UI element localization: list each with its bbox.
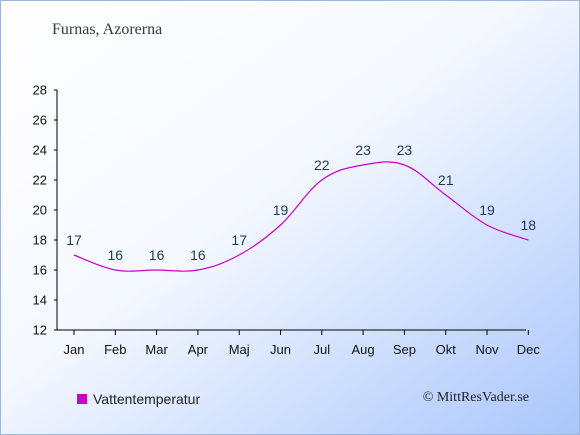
legend: Vattentemperatur	[77, 391, 200, 407]
y-tick-label: 16	[33, 263, 47, 278]
x-tick-label: Apr	[188, 342, 209, 357]
y-tick-label: 12	[33, 323, 47, 338]
credit-text: © MittResVader.se	[422, 390, 529, 405]
x-tick-label: Aug	[352, 342, 375, 357]
data-label: 22	[314, 157, 330, 173]
data-label: 16	[190, 247, 206, 263]
x-tick-label: Nov	[475, 342, 499, 357]
data-label: 23	[355, 142, 371, 158]
legend-swatch	[77, 394, 87, 404]
y-tick-label: 26	[33, 113, 47, 128]
y-tick-label: 28	[33, 83, 47, 98]
data-label: 18	[521, 217, 537, 233]
y-tick-label: 24	[33, 143, 47, 158]
x-tick-label: Mar	[145, 342, 168, 357]
y-tick-label: 18	[33, 233, 47, 248]
chart-title: Furnas, Azorerna	[52, 21, 163, 38]
data-label: 16	[108, 247, 124, 263]
data-label: 19	[273, 202, 289, 218]
data-label: 19	[479, 202, 495, 218]
data-label: 17	[231, 232, 247, 248]
axes	[56, 90, 526, 331]
data-label: 17	[66, 232, 82, 248]
y-tick-label: 20	[33, 203, 47, 218]
x-tick-label: Dec	[517, 342, 541, 357]
series-line-vattentemperatur	[73, 161, 529, 272]
y-tick-label: 14	[33, 293, 47, 308]
x-tick-label: Jun	[270, 342, 291, 357]
x-axis-ticks: Jan Feb Mar Apr Maj Jun Jul Aug Sep Okt Nov Dec	[64, 330, 541, 357]
x-tick-label: Sep	[393, 342, 416, 357]
y-axis-ticks: 12 14 16 18 20 22 24 26 28	[33, 83, 57, 338]
data-labels: 17 16 16 16 17 19 22 23 23 21 19 18	[66, 142, 536, 263]
x-tick-label: Maj	[229, 342, 250, 357]
data-label: 16	[149, 247, 165, 263]
legend-label: Vattentemperatur	[93, 391, 201, 407]
y-tick-label: 22	[33, 173, 47, 188]
x-tick-label: Jul	[313, 342, 330, 357]
x-tick-label: Okt	[436, 342, 457, 357]
data-label: 21	[438, 172, 454, 188]
x-tick-label: Jan	[64, 342, 85, 357]
x-tick-label: Feb	[104, 342, 126, 357]
data-label: 23	[397, 142, 413, 158]
